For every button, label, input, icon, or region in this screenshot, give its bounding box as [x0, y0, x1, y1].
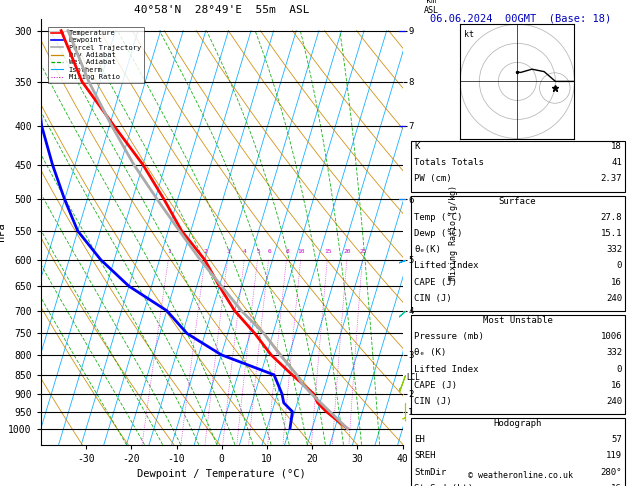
- Text: 1: 1: [167, 249, 171, 254]
- Text: θₑ (K): θₑ (K): [414, 348, 446, 358]
- Text: Surface: Surface: [499, 197, 537, 207]
- Text: kt: kt: [464, 30, 474, 39]
- Text: © weatheronline.co.uk: © weatheronline.co.uk: [469, 471, 573, 480]
- Text: CIN (J): CIN (J): [414, 294, 452, 303]
- Text: Most Unstable: Most Unstable: [482, 316, 553, 326]
- Legend: Temperature, Dewpoint, Parcel Trajectory, Dry Adiabat, Wet Adiabat, Isotherm, Mi: Temperature, Dewpoint, Parcel Trajectory…: [48, 27, 144, 83]
- Text: 40°58'N  28°49'E  55m  ASL: 40°58'N 28°49'E 55m ASL: [134, 5, 309, 15]
- Text: 332: 332: [606, 245, 622, 255]
- Text: 41: 41: [611, 158, 622, 168]
- Text: K: K: [414, 142, 420, 152]
- Text: Lifted Index: Lifted Index: [414, 364, 479, 374]
- Text: SREH: SREH: [414, 451, 435, 461]
- Text: 27.8: 27.8: [601, 213, 622, 223]
- Text: 1006: 1006: [601, 332, 622, 342]
- Text: 119: 119: [606, 451, 622, 461]
- Text: 20: 20: [343, 249, 351, 254]
- Text: CAPE (J): CAPE (J): [414, 278, 457, 287]
- Text: 8: 8: [285, 249, 289, 254]
- Text: Lifted Index: Lifted Index: [414, 261, 479, 271]
- Text: 3: 3: [226, 249, 230, 254]
- Text: 15.1: 15.1: [601, 229, 622, 239]
- Text: 240: 240: [606, 294, 622, 303]
- Text: θₑ(K): θₑ(K): [414, 245, 441, 255]
- Text: Pressure (mb): Pressure (mb): [414, 332, 484, 342]
- Text: StmSpd (kt): StmSpd (kt): [414, 484, 473, 486]
- Text: 16: 16: [611, 381, 622, 390]
- Text: 10: 10: [298, 249, 305, 254]
- Text: Totals Totals: Totals Totals: [414, 158, 484, 168]
- Text: 15: 15: [324, 249, 331, 254]
- Text: 332: 332: [606, 348, 622, 358]
- Text: 0: 0: [616, 261, 622, 271]
- Text: 5: 5: [256, 249, 260, 254]
- Text: 280°: 280°: [601, 468, 622, 477]
- Text: Dewp (°C): Dewp (°C): [414, 229, 462, 239]
- X-axis label: Dewpoint / Temperature (°C): Dewpoint / Temperature (°C): [137, 469, 306, 479]
- Y-axis label: hPa: hPa: [0, 223, 6, 242]
- Text: Temp (°C): Temp (°C): [414, 213, 462, 223]
- Text: 18: 18: [611, 142, 622, 152]
- Text: 240: 240: [606, 397, 622, 406]
- Text: 0: 0: [616, 364, 622, 374]
- Text: 57: 57: [611, 435, 622, 445]
- Text: LCL: LCL: [406, 373, 420, 382]
- Text: 6: 6: [267, 249, 271, 254]
- Text: Hodograph: Hodograph: [494, 419, 542, 429]
- Text: EH: EH: [414, 435, 425, 445]
- Text: 16: 16: [611, 484, 622, 486]
- Text: 2: 2: [204, 249, 208, 254]
- Text: 4: 4: [243, 249, 247, 254]
- Text: 16: 16: [611, 278, 622, 287]
- Text: Mixing Ratio (g/kg): Mixing Ratio (g/kg): [448, 185, 458, 279]
- Text: 2.37: 2.37: [601, 174, 622, 184]
- Text: PW (cm): PW (cm): [414, 174, 452, 184]
- Text: 25: 25: [359, 249, 367, 254]
- Text: 06.06.2024  00GMT  (Base: 18): 06.06.2024 00GMT (Base: 18): [430, 14, 611, 24]
- Text: km
ASL: km ASL: [424, 0, 439, 15]
- Text: CIN (J): CIN (J): [414, 397, 452, 406]
- Text: CAPE (J): CAPE (J): [414, 381, 457, 390]
- Text: StmDir: StmDir: [414, 468, 446, 477]
